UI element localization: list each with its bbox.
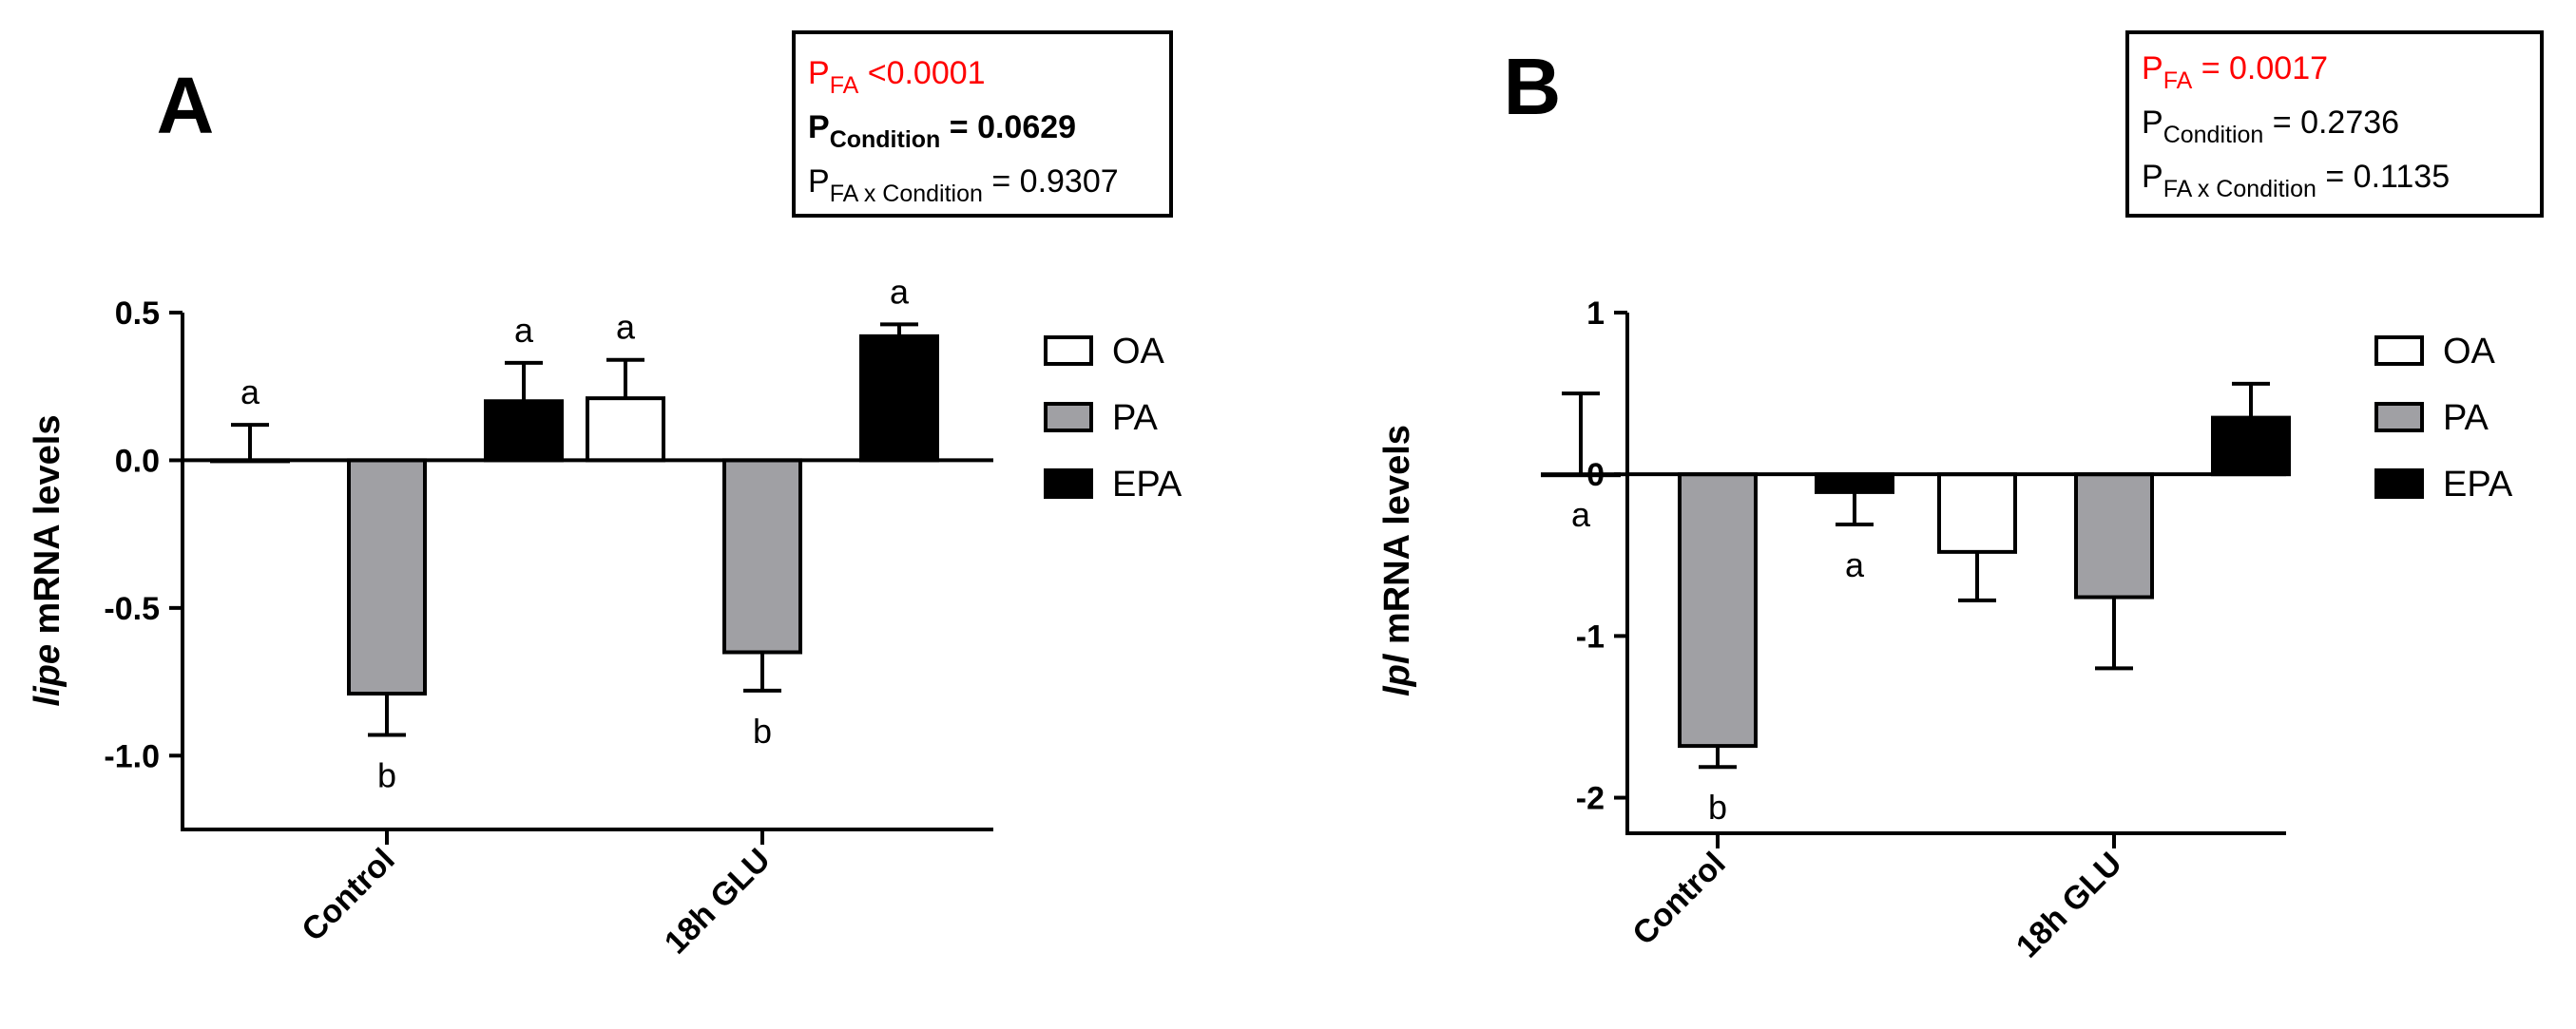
stats-box [792,30,1173,218]
y-tick-label: -1.0 [104,738,160,774]
stats-line-2: PFA x Condition = 0.9307 [808,163,1119,207]
y-axis-label: lpl mRNA levels [1377,425,1417,696]
significance-letter: a [514,311,534,350]
stats-value: = 0.2736 [2263,105,2399,141]
stats-subscript: FA x Condition [2163,176,2316,202]
y-axis-label-rest: mRNA levels [1377,425,1417,654]
bar-oa-1 [586,396,665,463]
stats-value: = 0.9307 [983,163,1119,200]
panel-label: A [157,61,215,150]
y-axis-label-italic: lpl [1377,653,1417,696]
bar-oa-1 [1937,472,2017,554]
significance-letter: a [1845,545,1865,584]
y-axis-label: lipe mRNA levels [28,415,67,707]
legend-swatch-pa [2374,402,2424,432]
stats-p: P [808,109,830,145]
x-tick-label: 18h GLU [658,842,778,962]
stats-value: = 0.0629 [940,109,1076,145]
y-axis-label-rest: mRNA levels [28,415,67,644]
stats-subscript: Condition [830,126,941,153]
x-tick-label: Control [295,842,401,948]
stats-value: <0.0001 [858,55,985,91]
y-tick-label: 0 [1586,457,1605,493]
stats-line-0: PFA <0.0001 [808,55,986,99]
stats-line-2: PFA x Condition = 0.1135 [2142,159,2450,202]
bar-oa-0 [1541,472,1621,478]
legend-label-oa: OA [1112,332,1165,372]
legend-label-oa: OA [2443,332,2496,372]
stats-line-1: PCondition = 0.0629 [808,109,1076,153]
legend-label-pa: PA [2443,398,2489,438]
y-tick-label: -0.5 [104,591,160,627]
stats-p: P [2142,50,2163,86]
significance-letter: b [1708,788,1727,827]
stats-subscript: FA [2163,67,2193,94]
legend-swatch-oa [1044,335,1093,366]
panel-label: B [1504,42,1562,131]
x-tick-label: Control [1625,846,1732,952]
bar-pa-1 [722,458,802,655]
y-tick-label: 1 [1586,295,1605,332]
y-axis-label-italic: lipe [28,644,67,706]
bar-pa-1 [2074,472,2154,600]
y-tick-label: -1 [1576,619,1605,655]
stats-value: = 0.0017 [2192,50,2328,86]
stats-value: = 0.1135 [2316,159,2450,195]
stats-subscript: Condition [2163,122,2264,148]
y-tick-label: -2 [1576,781,1605,817]
bar-pa-0 [1678,472,1758,749]
stats-p: P [2142,159,2163,195]
stats-subscript: FA x Condition [830,181,983,207]
stats-line-1: PCondition = 0.2736 [2142,105,2399,148]
bar-epa-0 [1815,472,1894,494]
legend-swatch-pa [1044,402,1093,432]
bar-epa-0 [484,399,564,463]
significance-letter: a [616,308,636,347]
stats-subscript: FA [830,72,859,99]
bar-pa-0 [347,458,427,696]
stats-p: P [808,55,830,91]
stats-box [2125,30,2544,218]
legend-swatch-epa [2374,468,2424,499]
y-tick-label: 0.5 [115,295,160,332]
stats-line-0: PFA = 0.0017 [2142,50,2328,94]
y-tick-label: 0.0 [115,443,160,479]
legend-label-epa: EPA [2443,465,2513,505]
significance-letter: b [377,756,396,795]
bar-epa-1 [859,333,939,463]
legend-swatch-oa [2374,335,2424,366]
significance-letter: a [240,372,260,411]
legend-swatch-epa [1044,468,1093,499]
stats-p: P [2142,105,2163,141]
significance-letter: a [1571,495,1591,534]
legend-label-pa: PA [1112,398,1159,438]
stats-p: P [808,163,830,200]
legend-label-epa: EPA [1112,465,1182,505]
significance-letter: a [890,272,910,311]
bar-epa-1 [2211,415,2291,477]
significance-letter: b [753,712,772,751]
x-tick-label: 18h GLU [2009,846,2129,965]
